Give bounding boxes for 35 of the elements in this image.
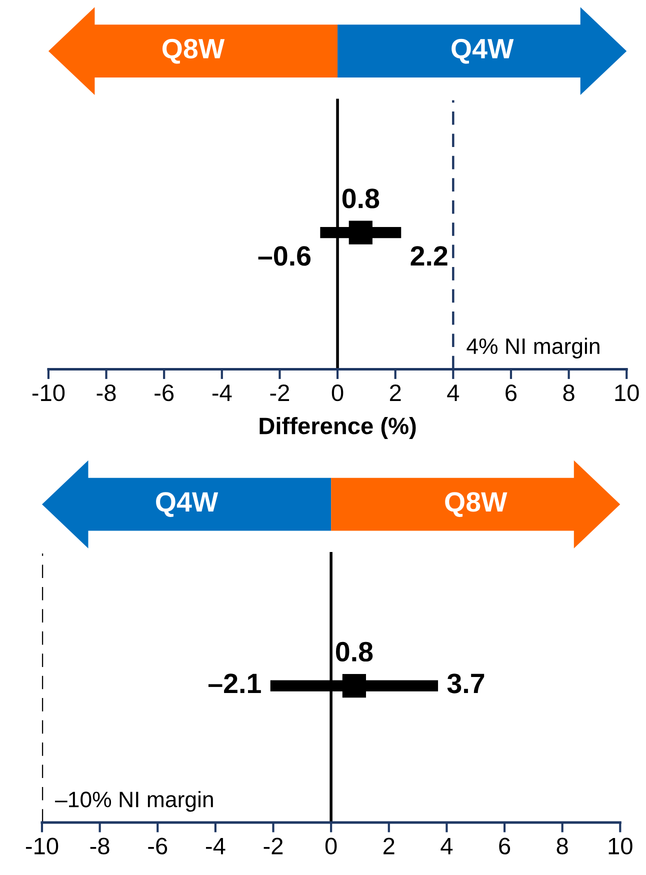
x-tick-label: 0 <box>325 838 337 854</box>
x-tick-label: -8 <box>96 384 116 402</box>
data-label: 0.8 <box>342 188 380 208</box>
x-tick-label: -4 <box>212 384 232 401</box>
x-tick-label: 10 <box>608 838 632 854</box>
x-tick-label: -2 <box>270 384 290 401</box>
annotation: –0.6 <box>258 246 311 266</box>
x-tick-label: 8 <box>556 838 568 854</box>
x-tick-label: 4 <box>440 838 453 854</box>
x-tick-label: 10 <box>615 384 639 402</box>
annotation: 2.2 <box>410 246 448 266</box>
annotation: 3.7 <box>447 674 484 694</box>
text: Q4W <box>156 492 218 517</box>
x-tick-label: 2 <box>390 384 401 401</box>
ref-line-label: –10% NI margin <box>55 791 213 812</box>
x-tick-label: -8 <box>90 838 110 854</box>
x-tick-label: -10 <box>32 384 65 402</box>
text: Q4W <box>452 38 514 64</box>
x-tick-label: 8 <box>563 384 574 402</box>
x-tick-label: -4 <box>206 838 226 854</box>
x-tick-label: -10 <box>26 838 58 854</box>
x-tick-label: 4 <box>447 384 460 401</box>
x-tick-label: -6 <box>148 838 168 854</box>
x-tick-label: -6 <box>154 384 174 402</box>
annotation: –2.1 <box>208 674 261 694</box>
data-label: 0.8 <box>336 642 373 662</box>
x-tick-label: -2 <box>264 838 283 854</box>
x-tick-label: 6 <box>499 838 510 854</box>
x-tick-label: 2 <box>384 838 394 854</box>
text: Q8W <box>162 38 225 64</box>
ref-line-label: 4% NI margin <box>466 338 600 358</box>
x-tick-label: 0 <box>332 384 344 402</box>
x-tick-label: 6 <box>506 384 517 402</box>
x-axis-title: Difference (%) <box>260 416 416 439</box>
text: Q8W <box>445 492 508 517</box>
